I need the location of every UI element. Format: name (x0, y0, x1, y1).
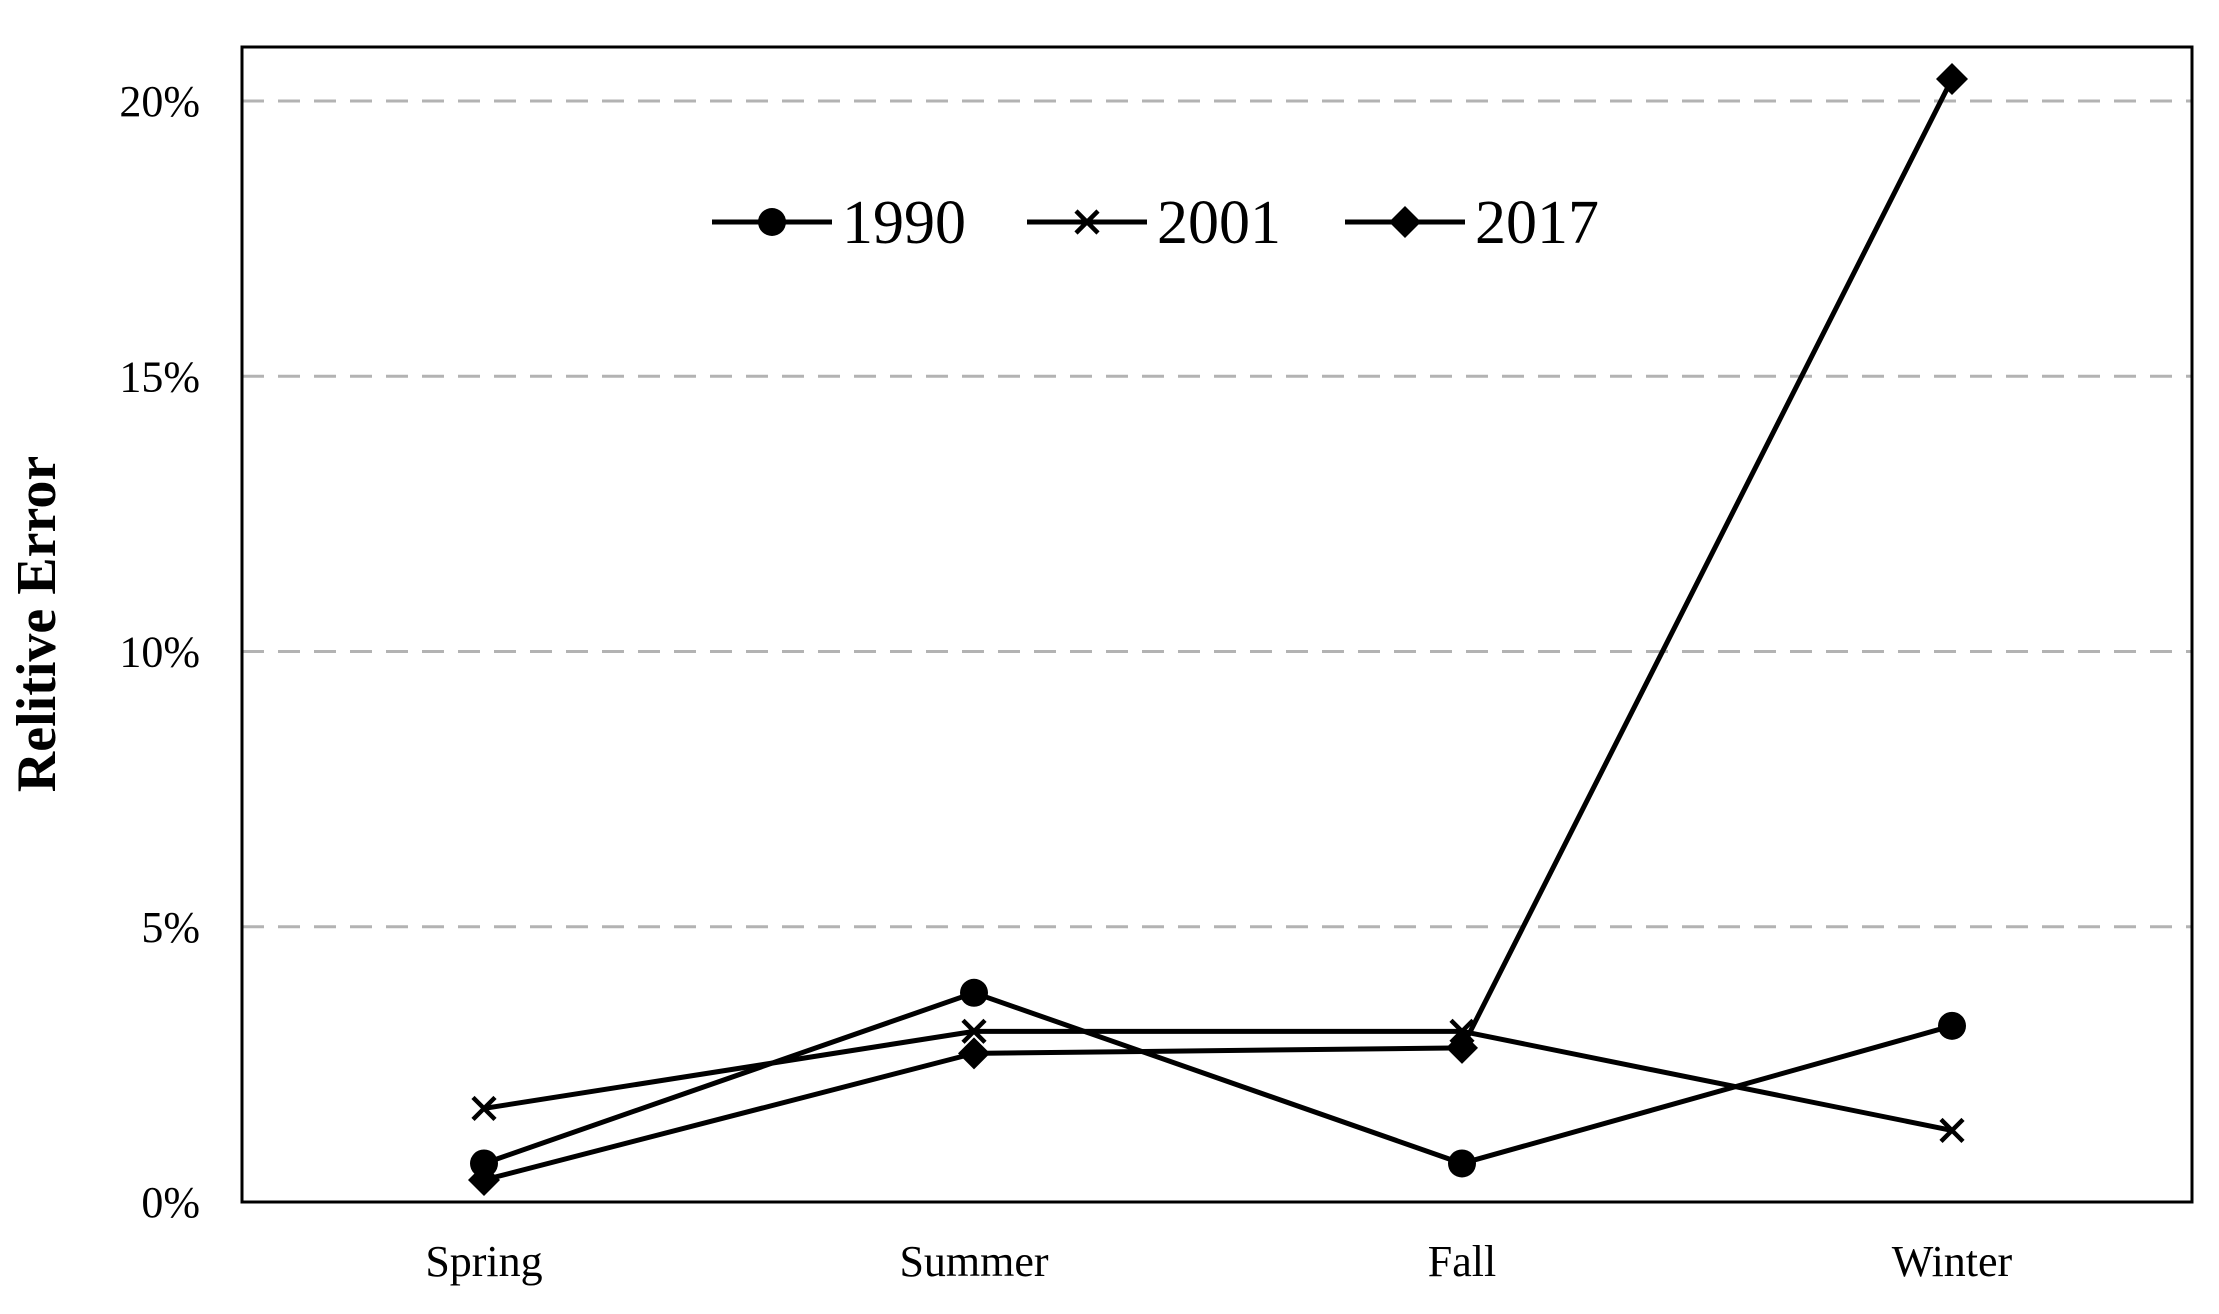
marker-diamond (468, 1163, 500, 1196)
marker-circle (960, 978, 988, 1007)
y-tick-label: 15% (119, 352, 200, 401)
x-tick-label: Fall (1428, 1237, 1496, 1286)
marker-circle (758, 208, 786, 236)
marker-circle (470, 1149, 498, 1178)
y-tick-label: 10% (119, 628, 200, 677)
marker-diamond (1446, 1031, 1478, 1064)
marker-circle (1448, 1149, 1476, 1178)
y-tick-label: 5% (141, 903, 200, 952)
marker-x (471, 1095, 497, 1122)
series-line (483, 1028, 1953, 1133)
x-tick-label: Spring (425, 1237, 542, 1286)
marker-x (961, 1018, 987, 1044)
series-line (483, 990, 1953, 1166)
series-line (483, 77, 1955, 1183)
gridlines (242, 99, 2192, 929)
x-axis-tick-labels: Spring Summer Fall Winter (425, 1237, 2012, 1286)
marker-x (1939, 1117, 1965, 1144)
series-2017 (468, 62, 1968, 1196)
marker-diamond (1936, 62, 1968, 95)
series-2001 (471, 1018, 1965, 1144)
series-1990 (470, 978, 1966, 1178)
marker-diamond (958, 1037, 990, 1070)
marker-circle (1938, 1011, 1966, 1040)
x-tick-label: Summer (899, 1237, 1048, 1286)
plot-area-frame (240, 45, 2194, 1204)
legend-label: 1990 (842, 189, 966, 257)
y-axis-tick-labels: 0% 5% 10% 15% 20% (119, 77, 200, 1227)
marker-diamond (1389, 206, 1421, 238)
legend-label: 2001 (1157, 189, 1281, 257)
x-tick-label: Winter (1892, 1237, 2013, 1286)
legend-item: 2001 (1027, 189, 1281, 257)
legend-label: 2017 (1475, 189, 1599, 257)
y-axis-label: Relitive Error (6, 456, 68, 792)
marker-x (1074, 209, 1100, 235)
legend: 1990 2001 2017 (712, 189, 1599, 257)
series-lines (468, 62, 1968, 1196)
legend-item: 1990 (712, 189, 966, 257)
y-tick-label: 20% (119, 77, 200, 126)
y-tick-label: 0% (141, 1178, 200, 1227)
legend-item: 2017 (1345, 189, 1599, 257)
